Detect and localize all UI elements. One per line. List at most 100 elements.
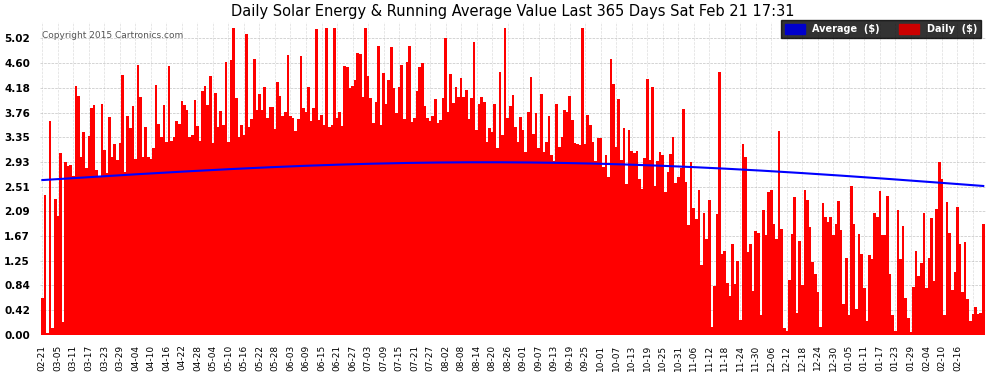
- Bar: [101, 105, 103, 335]
- Bar: [475, 130, 478, 335]
- Bar: [361, 97, 364, 335]
- Bar: [754, 231, 757, 335]
- Bar: [607, 177, 610, 335]
- Bar: [961, 291, 964, 335]
- Bar: [127, 116, 129, 335]
- Bar: [313, 108, 315, 335]
- Bar: [351, 86, 353, 335]
- Bar: [442, 98, 445, 335]
- Bar: [552, 161, 555, 335]
- Bar: [353, 80, 356, 335]
- Bar: [814, 274, 817, 335]
- Bar: [899, 259, 902, 335]
- Bar: [266, 118, 268, 335]
- Bar: [395, 113, 398, 335]
- Bar: [540, 94, 543, 335]
- Bar: [294, 131, 297, 335]
- Bar: [253, 59, 255, 335]
- Text: Copyright 2015 Cartronics.com: Copyright 2015 Cartronics.com: [42, 31, 183, 40]
- Bar: [152, 148, 154, 335]
- Bar: [827, 222, 830, 335]
- Bar: [687, 225, 690, 335]
- Bar: [106, 173, 108, 335]
- Bar: [116, 160, 119, 335]
- Bar: [599, 138, 602, 335]
- Bar: [822, 203, 825, 335]
- Bar: [695, 219, 698, 335]
- Bar: [971, 314, 974, 335]
- Bar: [560, 137, 563, 335]
- Bar: [850, 186, 852, 335]
- Bar: [504, 28, 506, 335]
- Bar: [183, 105, 186, 335]
- Bar: [765, 235, 767, 335]
- Bar: [434, 99, 437, 335]
- Bar: [819, 327, 822, 335]
- Bar: [413, 118, 416, 335]
- Bar: [538, 148, 540, 335]
- Bar: [948, 234, 951, 335]
- Bar: [467, 120, 470, 335]
- Bar: [300, 56, 302, 335]
- Title: Daily Solar Energy & Running Average Value Last 365 Days Sat Feb 21 17:31: Daily Solar Energy & Running Average Val…: [231, 4, 795, 19]
- Bar: [167, 66, 170, 335]
- Bar: [566, 112, 568, 335]
- Bar: [124, 172, 127, 335]
- Bar: [255, 110, 258, 335]
- Bar: [59, 153, 61, 335]
- Bar: [452, 103, 454, 335]
- Bar: [863, 288, 865, 335]
- Bar: [445, 38, 446, 335]
- Bar: [90, 108, 93, 335]
- Bar: [770, 190, 772, 335]
- Bar: [82, 132, 85, 335]
- Bar: [372, 123, 374, 335]
- Bar: [685, 182, 687, 335]
- Bar: [751, 291, 754, 335]
- Bar: [165, 142, 167, 335]
- Bar: [902, 226, 905, 335]
- Bar: [437, 123, 440, 335]
- Bar: [382, 72, 385, 335]
- Bar: [459, 78, 462, 335]
- Bar: [533, 135, 535, 335]
- Bar: [64, 162, 67, 335]
- Bar: [54, 198, 56, 335]
- Bar: [737, 261, 739, 335]
- Bar: [936, 209, 938, 335]
- Bar: [462, 97, 465, 335]
- Bar: [780, 229, 783, 335]
- Bar: [889, 274, 891, 335]
- Bar: [279, 96, 281, 335]
- Bar: [884, 235, 886, 335]
- Bar: [645, 79, 648, 335]
- Bar: [132, 105, 134, 335]
- Bar: [446, 112, 449, 335]
- Bar: [225, 62, 227, 335]
- Bar: [726, 283, 729, 335]
- Bar: [85, 168, 87, 335]
- Bar: [222, 126, 225, 335]
- Bar: [238, 136, 241, 335]
- Bar: [698, 190, 700, 335]
- Bar: [271, 108, 273, 335]
- Bar: [933, 281, 936, 335]
- Bar: [530, 77, 533, 335]
- Bar: [217, 127, 220, 335]
- Bar: [310, 122, 313, 335]
- Bar: [749, 244, 751, 335]
- Legend: Average  ($), Daily  ($): Average ($), Daily ($): [781, 20, 981, 38]
- Bar: [778, 131, 780, 335]
- Bar: [41, 298, 44, 335]
- Bar: [486, 141, 488, 335]
- Bar: [633, 153, 636, 335]
- Bar: [346, 68, 348, 335]
- Bar: [61, 322, 64, 335]
- Bar: [623, 128, 626, 335]
- Bar: [940, 179, 943, 335]
- Bar: [478, 104, 480, 335]
- Bar: [390, 47, 393, 335]
- Bar: [674, 183, 677, 335]
- Bar: [387, 81, 390, 335]
- Bar: [918, 276, 920, 335]
